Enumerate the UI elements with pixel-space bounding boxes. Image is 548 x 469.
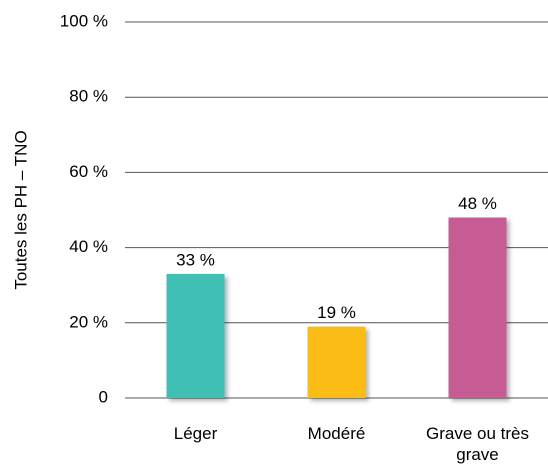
y-tick-label: 20 % (69, 312, 108, 331)
bar (307, 326, 366, 398)
bar (448, 217, 507, 398)
value-label: 33 % (176, 250, 215, 269)
y-tick-label: 100 % (60, 11, 108, 30)
y-tick-label: 40 % (69, 237, 108, 256)
bar (166, 273, 225, 398)
value-label: 19 % (317, 303, 356, 322)
y-tick-label: 60 % (69, 162, 108, 181)
y-axis-label: Toutes les PH – TNO (11, 130, 30, 289)
x-tick-label: Grave ou très grave (426, 424, 529, 464)
x-tick-label: Léger (173, 424, 218, 443)
y-tick-label: 80 % (69, 87, 108, 106)
value-label: 48 % (458, 194, 497, 213)
x-tick-label: Modéré (307, 424, 366, 443)
y-tick-label: 0 (99, 387, 108, 406)
